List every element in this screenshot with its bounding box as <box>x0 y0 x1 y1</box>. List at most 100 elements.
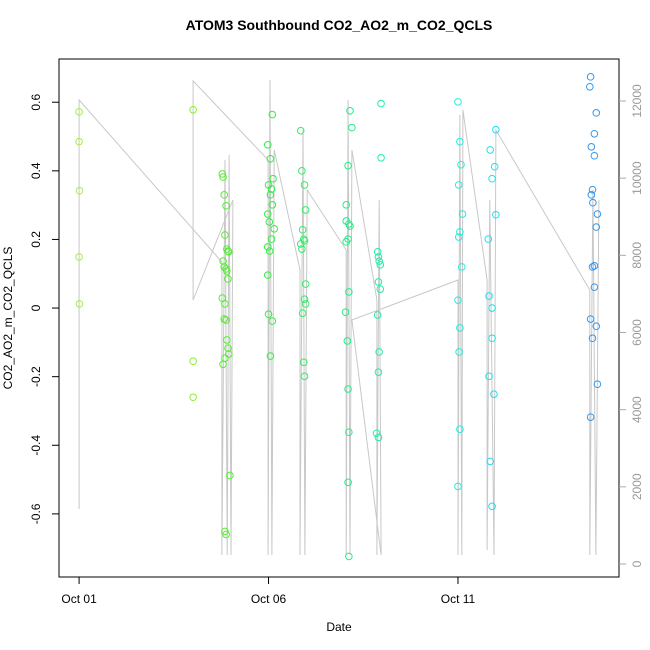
y-tick-label: -0.4 <box>29 435 43 456</box>
point <box>377 153 385 162</box>
point <box>454 482 462 491</box>
point <box>372 429 381 438</box>
point <box>269 174 277 183</box>
point <box>458 210 467 218</box>
point <box>375 348 383 356</box>
point <box>299 358 308 367</box>
point <box>345 428 353 437</box>
point <box>342 238 350 246</box>
point <box>484 235 493 243</box>
point <box>590 151 599 160</box>
point <box>589 198 597 207</box>
point <box>222 202 230 210</box>
point <box>75 137 83 146</box>
point <box>341 308 350 316</box>
point <box>224 247 232 255</box>
point <box>374 433 383 442</box>
point <box>492 210 500 219</box>
y2-tick-label: 2000 <box>630 473 644 500</box>
point <box>488 334 496 343</box>
point <box>373 247 382 256</box>
point <box>376 285 385 293</box>
point <box>300 181 309 189</box>
point <box>224 350 233 358</box>
point <box>222 316 230 324</box>
point <box>296 126 305 135</box>
x-tick-label: Oct 11 <box>441 592 476 606</box>
point <box>298 309 307 317</box>
point <box>266 352 275 360</box>
point <box>219 257 227 265</box>
point <box>346 222 354 230</box>
chart-title: ATOM3 Southbound CO2_AO2_m_CO2_QCLS <box>186 17 493 33</box>
point <box>486 146 494 154</box>
point <box>490 390 498 398</box>
point <box>346 107 354 115</box>
point <box>592 223 601 231</box>
point <box>485 372 493 381</box>
point <box>298 167 306 175</box>
point <box>486 457 494 466</box>
point <box>296 240 305 248</box>
point <box>268 110 277 119</box>
x-axis-label: Date <box>326 620 352 634</box>
point <box>454 233 463 241</box>
y-tick-label: 0.2 <box>29 231 43 248</box>
point <box>492 125 500 134</box>
point <box>344 478 352 487</box>
point <box>266 155 275 163</box>
point <box>219 173 227 181</box>
point <box>373 311 382 319</box>
point <box>586 82 594 91</box>
y2-tick-label: 12000 <box>630 84 644 118</box>
point <box>488 304 496 312</box>
point <box>374 368 383 377</box>
point <box>344 385 352 393</box>
point <box>586 73 595 81</box>
point <box>298 245 306 253</box>
point <box>376 261 385 269</box>
point <box>223 267 231 275</box>
point <box>456 137 464 146</box>
y2-tick-label: 8000 <box>630 242 644 269</box>
point <box>267 235 276 243</box>
y-axis-label: CO2_AO2_m_CO2_QCLS <box>1 247 15 390</box>
point <box>456 324 464 332</box>
point <box>267 185 276 193</box>
point <box>268 200 277 209</box>
point <box>222 530 230 539</box>
point <box>586 315 595 323</box>
point <box>455 348 463 356</box>
point <box>377 99 385 108</box>
point <box>488 502 496 511</box>
point <box>454 296 462 304</box>
point <box>224 275 232 283</box>
y-tick-label: 0 <box>29 304 43 311</box>
point <box>221 231 229 239</box>
point <box>224 247 233 256</box>
point <box>592 109 601 117</box>
point <box>75 253 83 261</box>
point <box>263 271 272 279</box>
altitude-line <box>78 79 600 556</box>
point <box>590 283 599 291</box>
y-tick-label: -0.2 <box>29 366 43 387</box>
point <box>593 380 602 389</box>
point <box>189 357 197 366</box>
point <box>300 372 309 381</box>
point <box>454 98 462 106</box>
point <box>189 105 197 114</box>
point <box>454 181 463 189</box>
point <box>300 295 309 303</box>
point <box>588 185 597 194</box>
point <box>587 143 596 151</box>
point <box>219 360 227 369</box>
point <box>586 413 595 421</box>
point <box>226 471 234 480</box>
point <box>265 247 274 255</box>
point <box>345 552 353 561</box>
point <box>374 253 383 261</box>
point <box>587 191 596 199</box>
point <box>343 337 352 345</box>
point <box>265 218 274 226</box>
